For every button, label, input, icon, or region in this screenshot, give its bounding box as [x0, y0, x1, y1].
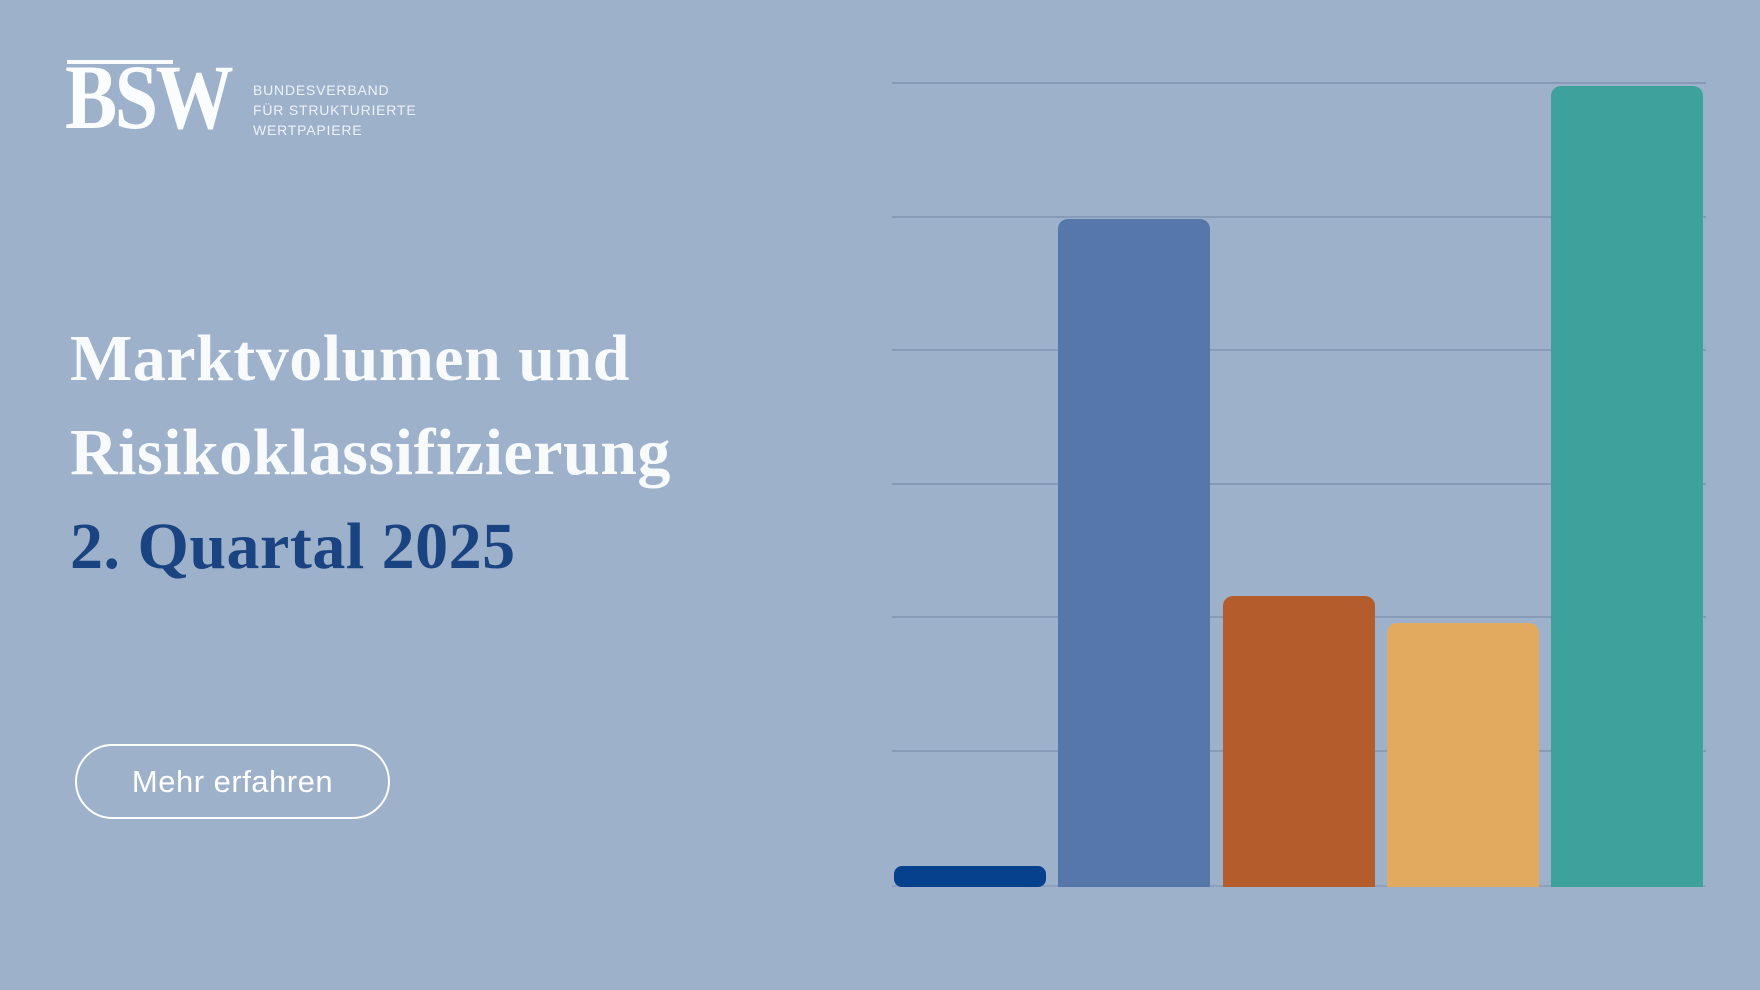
- bsw-logo: BSW BUNDESVERBAND FÜR STRUKTURIERTE WERT…: [65, 50, 485, 160]
- gridline: [892, 82, 1706, 84]
- bar-2: [1058, 219, 1211, 887]
- bar-3: [1222, 596, 1375, 887]
- title-line-2: Risikoklassifizierung: [70, 416, 671, 489]
- gridline: [892, 482, 1706, 485]
- page-title: Marktvolumen und Risikoklassifizierung 2…: [70, 312, 671, 594]
- bar-4: [1386, 623, 1539, 887]
- title-line-1: Marktvolumen und: [70, 322, 630, 395]
- logo-rule: [67, 60, 173, 64]
- bar-5: [1551, 86, 1703, 887]
- bar-chart: [892, 79, 1706, 887]
- logo-wordmark: BSW: [65, 46, 234, 148]
- gridline: [892, 349, 1706, 351]
- logo-subtitle-line: FÜR STRUKTURIERTE: [253, 102, 417, 118]
- bar-1: [894, 866, 1046, 887]
- title-line-3: 2. Quartal 2025: [70, 510, 516, 583]
- gridline: [892, 215, 1706, 218]
- logo-subtitle-line: BUNDESVERBAND: [253, 82, 390, 98]
- mehr-erfahren-button[interactable]: Mehr erfahren: [75, 744, 390, 819]
- bar-row: [894, 86, 1703, 887]
- logo-subtitle: BUNDESVERBAND FÜR STRUKTURIERTE WERTPAPI…: [253, 80, 416, 140]
- logo-subtitle-line: WERTPAPIERE: [253, 122, 363, 138]
